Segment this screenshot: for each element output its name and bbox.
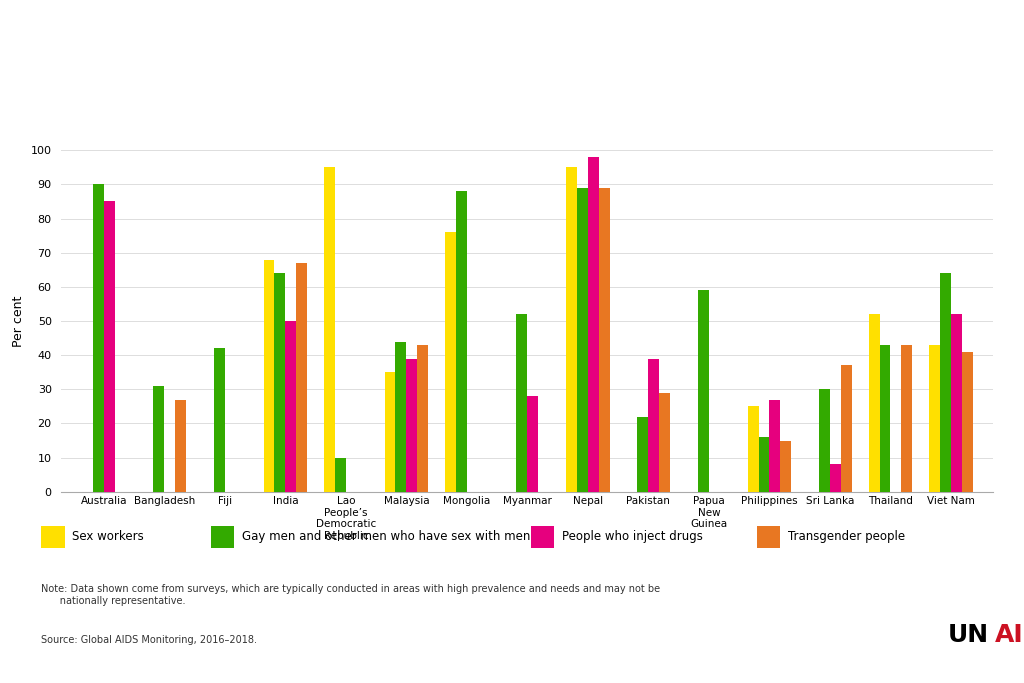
Bar — [748, 406, 759, 492]
Bar — [868, 314, 880, 492]
Bar — [599, 188, 609, 492]
Bar — [819, 389, 829, 492]
FancyBboxPatch shape — [41, 526, 65, 548]
Bar — [516, 314, 527, 492]
Bar — [324, 167, 335, 492]
Bar — [588, 157, 599, 492]
Bar — [880, 345, 891, 492]
Bar — [780, 441, 792, 492]
Bar — [901, 345, 912, 492]
Bar — [286, 321, 296, 492]
Y-axis label: Per cent: Per cent — [12, 295, 26, 347]
Bar — [759, 437, 769, 492]
Text: Knowledge of status among key populations,: Knowledge of status among key population… — [20, 46, 552, 71]
Bar — [335, 458, 346, 492]
Bar — [214, 348, 225, 492]
Bar — [395, 342, 407, 492]
Text: AIDS: AIDS — [995, 623, 1024, 647]
Text: People who inject drugs: People who inject drugs — [562, 529, 702, 543]
FancyBboxPatch shape — [757, 526, 780, 548]
Bar — [296, 263, 307, 492]
Text: UN: UN — [948, 623, 989, 647]
Bar — [175, 400, 186, 492]
Bar — [407, 359, 417, 492]
Bar — [940, 273, 951, 492]
Text: Source: Global AIDS Monitoring, 2016–2018.: Source: Global AIDS Monitoring, 2016–201… — [41, 635, 257, 645]
FancyBboxPatch shape — [530, 526, 554, 548]
Bar — [929, 345, 940, 492]
Bar — [577, 188, 588, 492]
Bar — [769, 400, 780, 492]
Bar — [659, 393, 670, 492]
FancyBboxPatch shape — [211, 526, 234, 548]
Bar — [417, 345, 428, 492]
Text: Asia and the Pacific, 2016–2018: Asia and the Pacific, 2016–2018 — [20, 89, 397, 113]
Bar — [648, 359, 659, 492]
Text: Sex workers: Sex workers — [72, 529, 143, 543]
Bar — [456, 191, 467, 492]
Text: Note: Data shown come from surveys, which are typically conducted in areas with : Note: Data shown come from surveys, whic… — [41, 584, 660, 606]
Bar — [829, 464, 841, 492]
Bar — [841, 365, 852, 492]
Bar — [962, 352, 973, 492]
Bar — [951, 314, 962, 492]
Bar — [274, 273, 286, 492]
Bar — [385, 372, 395, 492]
Bar — [638, 417, 648, 492]
Bar — [698, 290, 709, 492]
Bar — [566, 167, 577, 492]
Bar — [527, 396, 539, 492]
Bar — [154, 386, 164, 492]
Bar — [103, 201, 115, 492]
Text: Transgender people: Transgender people — [788, 529, 905, 543]
Bar — [445, 232, 456, 492]
Text: Gay men and other men who have sex with men: Gay men and other men who have sex with … — [242, 529, 530, 543]
Bar — [263, 260, 274, 492]
Bar — [93, 184, 103, 492]
